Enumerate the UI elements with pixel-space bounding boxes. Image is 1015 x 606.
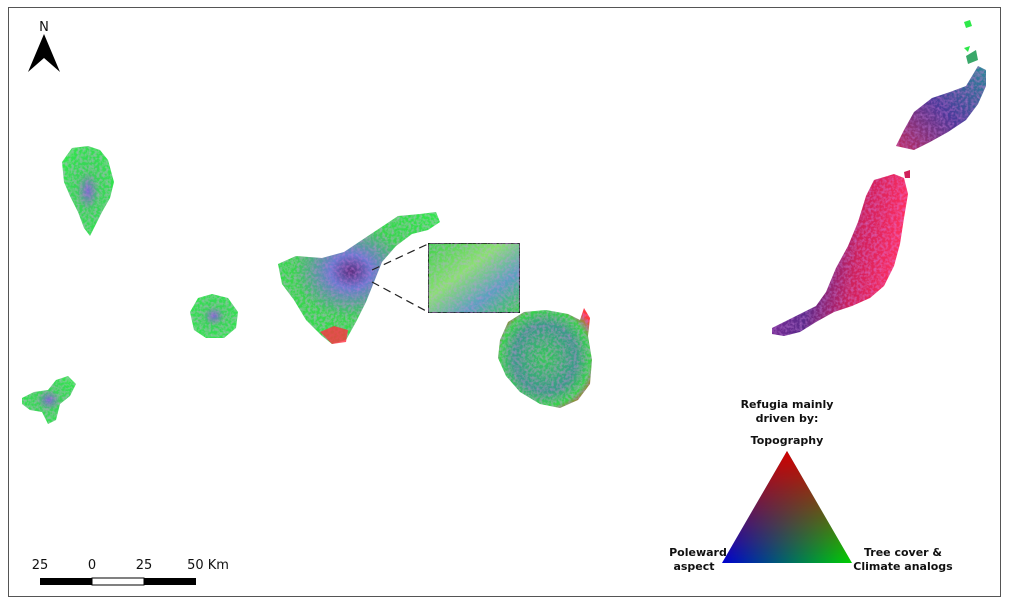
scale-tick-1: 0 bbox=[88, 558, 96, 573]
scale-segment-1 bbox=[40, 578, 92, 585]
islet-alegranza bbox=[964, 20, 972, 28]
scale-tick-3: 50 Km bbox=[187, 558, 229, 573]
scale-bar: 25 0 25 50 Km bbox=[32, 558, 229, 586]
scale-segment-2 bbox=[91, 577, 145, 586]
island-la-gomera bbox=[190, 294, 238, 338]
legend-label-right-line2: Climate analogs bbox=[853, 560, 953, 573]
scale-segment-3 bbox=[144, 578, 196, 585]
island-la-palma bbox=[62, 146, 114, 236]
inset-leader-bottom bbox=[371, 281, 429, 313]
legend-triangle bbox=[722, 451, 852, 563]
island-tenerife bbox=[278, 212, 440, 344]
inset-zoom-box bbox=[427, 242, 521, 314]
legend-label-right-line1: Tree cover & bbox=[864, 546, 942, 559]
island-lanzarote bbox=[896, 66, 986, 150]
legend-title-line2: driven by: bbox=[756, 412, 819, 425]
legend-label-left-line2: aspect bbox=[673, 560, 714, 573]
island-fuerteventura bbox=[772, 174, 908, 336]
scale-tick-2: 25 bbox=[136, 558, 153, 573]
islet-montana-clara bbox=[964, 46, 970, 52]
ternary-legend: Refugia mainly driven by: Topography Pol… bbox=[669, 398, 953, 573]
islet-la-graciosa bbox=[966, 50, 978, 64]
scale-tick-0: 25 bbox=[32, 558, 49, 573]
north-arrow: N bbox=[28, 20, 60, 72]
inset-leader-top bbox=[371, 243, 429, 271]
legend-label-left-line1: Poleward bbox=[669, 546, 727, 559]
fuerteventura-islet bbox=[904, 170, 910, 178]
north-arrow-icon bbox=[28, 34, 60, 72]
island-gran-canaria bbox=[498, 308, 592, 408]
island-el-hierro bbox=[22, 376, 76, 424]
north-arrow-label: N bbox=[39, 20, 49, 35]
legend-title-line1: Refugia mainly bbox=[741, 398, 834, 411]
tenerife-south-red bbox=[320, 326, 348, 344]
legend-label-top: Topography bbox=[751, 434, 824, 447]
